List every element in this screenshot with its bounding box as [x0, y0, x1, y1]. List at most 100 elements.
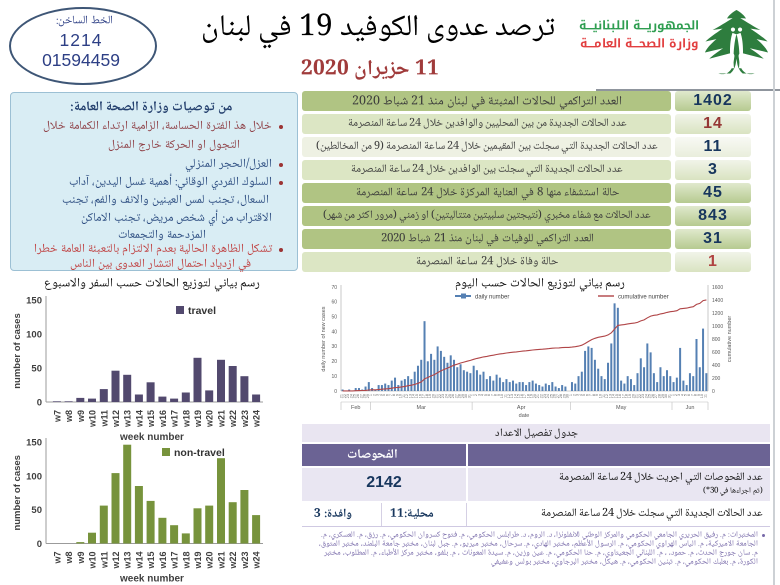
svg-text:25: 25: [549, 394, 553, 398]
svg-text:2: 2: [674, 394, 678, 396]
svg-text:w15: w15: [146, 552, 156, 570]
svg-text:10: 10: [331, 374, 337, 380]
svg-text:9: 9: [395, 394, 399, 396]
svg-text:11: 11: [703, 394, 707, 398]
svg-text:Mar: Mar: [417, 405, 427, 411]
svg-text:23: 23: [441, 394, 445, 398]
svg-text:5: 5: [382, 394, 386, 396]
svg-text:w22: w22: [228, 410, 238, 428]
svg-text:400: 400: [712, 363, 721, 369]
svg-text:31: 31: [667, 394, 671, 398]
svg-text:600: 600: [712, 350, 721, 356]
svg-text:9: 9: [497, 394, 501, 396]
svg-text:w11: w11: [99, 552, 109, 570]
svg-text:17: 17: [422, 394, 426, 398]
svg-text:w21: w21: [217, 552, 227, 570]
svg-text:w18: w18: [181, 552, 191, 570]
svg-text:w8: w8: [64, 552, 74, 565]
svg-text:Jun: Jun: [686, 405, 695, 411]
svg-text:28: 28: [658, 394, 662, 398]
svg-text:0: 0: [712, 389, 715, 395]
svg-text:10: 10: [700, 394, 704, 398]
svg-text:15: 15: [615, 394, 619, 398]
svg-text:28: 28: [458, 394, 462, 398]
svg-text:19: 19: [428, 394, 432, 398]
svg-text:18: 18: [425, 394, 429, 398]
svg-text:week number: week number: [119, 574, 184, 585]
svg-text:14: 14: [412, 394, 416, 398]
svg-text:w13: w13: [123, 410, 133, 428]
svg-text:20: 20: [631, 394, 635, 398]
svg-text:daily number of new cases: daily number of new cases: [321, 306, 327, 371]
svg-text:w11: w11: [99, 410, 109, 428]
svg-text:week number: week number: [119, 432, 184, 443]
svg-text:3: 3: [576, 394, 580, 396]
svg-text:w10: w10: [88, 552, 98, 570]
svg-text:27: 27: [654, 394, 658, 398]
svg-text:19: 19: [628, 394, 632, 398]
svg-text:w20: w20: [205, 552, 215, 570]
svg-text:28: 28: [363, 394, 367, 398]
svg-text:14: 14: [612, 394, 616, 398]
svg-text:1: 1: [569, 394, 573, 396]
svg-text:50: 50: [331, 315, 337, 321]
svg-text:16: 16: [520, 394, 524, 398]
svg-text:24: 24: [644, 394, 648, 398]
svg-text:30: 30: [464, 394, 468, 398]
svg-text:w15: w15: [146, 410, 156, 428]
svg-text:24: 24: [445, 394, 449, 398]
svg-text:Apr: Apr: [517, 405, 526, 411]
svg-text:21: 21: [340, 394, 344, 398]
svg-text:70: 70: [331, 285, 337, 291]
svg-text:w7: w7: [52, 552, 62, 565]
svg-text:w18: w18: [181, 410, 191, 428]
svg-text:16: 16: [418, 394, 422, 398]
svg-text:number of cases: number of cases: [12, 455, 23, 531]
svg-text:6: 6: [687, 394, 691, 396]
svg-text:22: 22: [343, 394, 347, 398]
svg-text:9: 9: [595, 394, 599, 396]
svg-text:20: 20: [331, 359, 337, 365]
svg-text:3: 3: [477, 394, 481, 396]
svg-text:May: May: [616, 405, 627, 411]
svg-text:30: 30: [566, 394, 570, 398]
svg-text:9: 9: [697, 394, 701, 396]
svg-text:13: 13: [409, 394, 413, 398]
svg-text:w8: w8: [64, 410, 74, 423]
svg-text:5: 5: [582, 394, 586, 396]
svg-text:18: 18: [625, 394, 629, 398]
svg-text:cumulative number: cumulative number: [618, 295, 669, 301]
svg-text:12: 12: [507, 394, 511, 398]
svg-text:28: 28: [559, 394, 563, 398]
svg-text:26: 26: [651, 394, 655, 398]
svg-text:22: 22: [438, 394, 442, 398]
svg-text:w10: w10: [88, 410, 98, 428]
svg-text:26: 26: [356, 394, 360, 398]
svg-text:w12: w12: [111, 410, 121, 428]
svg-text:1: 1: [671, 394, 675, 396]
svg-text:27: 27: [556, 394, 560, 398]
svg-text:26: 26: [553, 394, 557, 398]
svg-text:3: 3: [677, 394, 681, 396]
svg-text:2: 2: [474, 394, 478, 396]
svg-text:13: 13: [608, 394, 612, 398]
svg-text:1600: 1600: [712, 285, 723, 291]
svg-text:travel: travel: [188, 305, 216, 317]
svg-text:100: 100: [26, 330, 42, 341]
svg-text:15: 15: [517, 394, 521, 398]
svg-text:w21: w21: [217, 410, 227, 428]
svg-text:8: 8: [592, 394, 596, 396]
svg-text:25: 25: [353, 394, 357, 398]
svg-text:w24: w24: [252, 552, 262, 570]
svg-text:10: 10: [399, 394, 403, 398]
svg-text:4: 4: [379, 394, 383, 396]
svg-text:100: 100: [26, 471, 42, 482]
svg-text:w14: w14: [134, 410, 144, 428]
svg-text:0: 0: [334, 389, 337, 395]
svg-text:26: 26: [451, 394, 455, 398]
svg-text:7: 7: [490, 394, 494, 396]
svg-text:22: 22: [638, 394, 642, 398]
svg-text:17: 17: [523, 394, 527, 398]
svg-text:w17: w17: [170, 552, 180, 570]
svg-text:w22: w22: [228, 552, 238, 570]
